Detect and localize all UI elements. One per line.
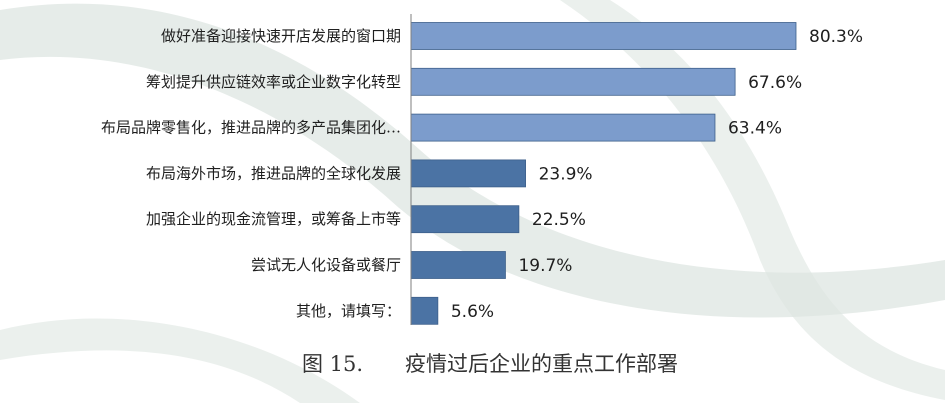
bar-4: [410, 159, 526, 188]
chart-caption: 图 15. 疫情过后企业的重点工作部署: [302, 352, 678, 376]
value-labels: 80.3% 67.6% 63.4% 23.9% 22.5% 19.7% 5.6%: [451, 27, 863, 322]
bars-group: [410, 22, 797, 325]
category-label-2: 筹划提升供应链效率或企业数字化转型: [146, 73, 401, 91]
bar-6: [410, 251, 506, 279]
category-label-4: 布局海外市场，推进品牌的全球化发展: [146, 164, 401, 182]
value-label-7: 5.6%: [451, 302, 494, 322]
category-label-7: 其他，请填写：: [296, 302, 401, 320]
category-label-1: 做好准备迎接快速开店发展的窗口期: [161, 27, 401, 45]
value-label-6: 19.7%: [518, 256, 572, 276]
category-label-6: 尝试无人化设备或餐厅: [251, 256, 401, 274]
value-label-5: 22.5%: [532, 210, 586, 230]
bar-1: [410, 22, 797, 50]
bar-7: [410, 296, 439, 325]
category-label-5: 加强企业的现金流管理，或筹备上市等: [146, 210, 401, 228]
bar-5: [410, 205, 520, 234]
value-label-1: 80.3%: [809, 27, 863, 47]
bar-3: [410, 113, 716, 142]
value-label-4: 23.9%: [539, 164, 593, 184]
category-label-3: 布局品牌零售化，推进品牌的多产品集团化…: [101, 119, 401, 137]
value-label-3: 63.4%: [728, 119, 782, 139]
bar-2: [410, 67, 736, 96]
value-label-2: 67.6%: [748, 73, 802, 93]
category-labels: 做好准备迎接快速开店发展的窗口期筹划提升供应链效率或企业数字化转型布局品牌零售化…: [101, 27, 401, 320]
